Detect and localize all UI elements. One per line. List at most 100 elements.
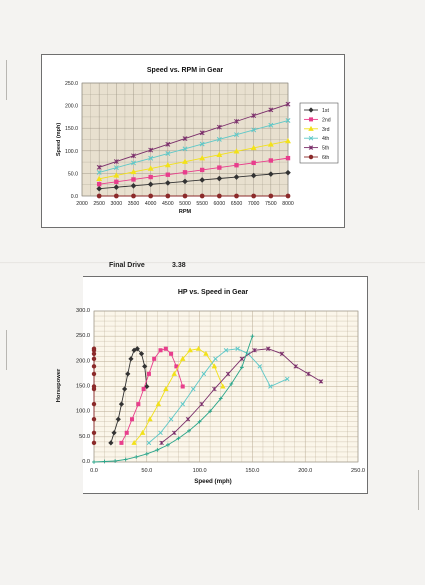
- data-point: [96, 175, 103, 182]
- series-6th: [91, 346, 97, 446]
- data-point: [91, 384, 97, 389]
- series-5th: [159, 346, 324, 446]
- data-point: [197, 419, 202, 424]
- x-axis-label: Speed (mph): [194, 478, 231, 485]
- data-point: [155, 401, 162, 407]
- data-point: [216, 124, 222, 130]
- data-point: [165, 180, 171, 186]
- legend-label: 1st: [322, 108, 329, 114]
- data-point: [285, 155, 291, 161]
- data-point: [234, 163, 239, 168]
- data-point: [165, 193, 171, 199]
- data-point: [159, 440, 164, 446]
- data-point: [180, 384, 185, 389]
- data-point: [102, 459, 107, 464]
- data-point: [235, 346, 240, 352]
- data-point: [118, 401, 125, 407]
- data-point: [147, 165, 154, 171]
- data-point: [131, 439, 137, 445]
- data-point: [91, 401, 97, 407]
- series-3rd: [131, 345, 226, 445]
- speed-vs-rpm-plot: Speed vs. RPM in Gear 2000 2500 3000 3500 400…: [56, 67, 339, 215]
- y-tick-label: 50.0: [68, 171, 78, 177]
- data-point: [91, 351, 97, 356]
- chart-title: Speed vs. RPM in Gear: [147, 67, 224, 74]
- data-point: [216, 175, 223, 182]
- data-point: [257, 364, 263, 369]
- page-fold: [0, 262, 425, 264]
- x-tick-label: 3500: [128, 201, 140, 207]
- data-point: [113, 172, 120, 178]
- data-point: [171, 370, 178, 376]
- data-point: [216, 151, 223, 157]
- data-point: [96, 193, 102, 199]
- data-point: [131, 347, 137, 353]
- data-point: [251, 127, 257, 133]
- y-tick-label: 100.0: [65, 149, 78, 155]
- series-4th: [96, 118, 291, 175]
- data-point: [306, 371, 311, 377]
- data-point: [268, 107, 274, 113]
- x-tick-label: 3000: [111, 201, 123, 207]
- data-point: [268, 122, 274, 128]
- data-point: [114, 179, 119, 184]
- series-3rd: [96, 137, 291, 182]
- data-point: [134, 455, 139, 459]
- data-point: [285, 193, 291, 199]
- x-tick-label: 100.0: [193, 468, 207, 474]
- grid-lines: [93, 310, 359, 463]
- data-point: [191, 386, 196, 392]
- data-point: [233, 174, 240, 180]
- data-point: [165, 141, 171, 147]
- final-drive-label: Final Drive: [109, 262, 145, 269]
- data-point: [239, 356, 245, 362]
- x-tick-label: 0.0: [90, 468, 98, 474]
- data-point: [182, 178, 188, 185]
- data-point: [213, 356, 218, 362]
- series-5th: [96, 101, 291, 170]
- data-point: [199, 141, 205, 147]
- y-tick-label: 250.0: [65, 81, 78, 87]
- data-point: [163, 346, 168, 351]
- data-point: [141, 386, 146, 392]
- series-line: [99, 103, 289, 168]
- legend-label: 4th: [322, 136, 329, 142]
- data-point: [163, 386, 169, 392]
- data-point: [239, 365, 244, 370]
- data-point: [203, 350, 209, 356]
- data-point: [148, 193, 154, 199]
- data-point: [139, 429, 146, 435]
- legend-marker: [308, 145, 314, 150]
- data-point: [119, 440, 124, 445]
- data-point: [91, 440, 97, 446]
- data-point: [229, 382, 234, 386]
- data-point: [199, 177, 205, 183]
- data-point: [199, 130, 205, 136]
- data-point: [182, 146, 188, 152]
- x-tick-label: 2000: [76, 201, 88, 207]
- legend-marker: [308, 154, 314, 160]
- series-line: [99, 157, 289, 185]
- x-tick-label: 7000: [248, 201, 260, 207]
- series-6th: [96, 193, 291, 199]
- scan-edge-mark: [418, 470, 419, 510]
- data-point: [134, 346, 140, 352]
- data-point: [268, 384, 273, 389]
- data-point: [124, 430, 129, 435]
- data-point: [123, 457, 128, 462]
- data-point: [252, 348, 257, 353]
- data-point: [148, 174, 153, 180]
- series-line: [110, 348, 148, 444]
- data-point: [113, 193, 119, 199]
- data-point: [251, 193, 257, 199]
- data-point: [199, 193, 205, 199]
- data-point: [169, 351, 174, 356]
- y-tick-label: 150.0: [65, 126, 78, 132]
- x-tick-label: 4000: [145, 201, 157, 207]
- data-point: [211, 363, 218, 369]
- data-point: [199, 401, 204, 407]
- data-point: [148, 155, 154, 161]
- data-point: [250, 172, 257, 179]
- data-point: [130, 182, 137, 189]
